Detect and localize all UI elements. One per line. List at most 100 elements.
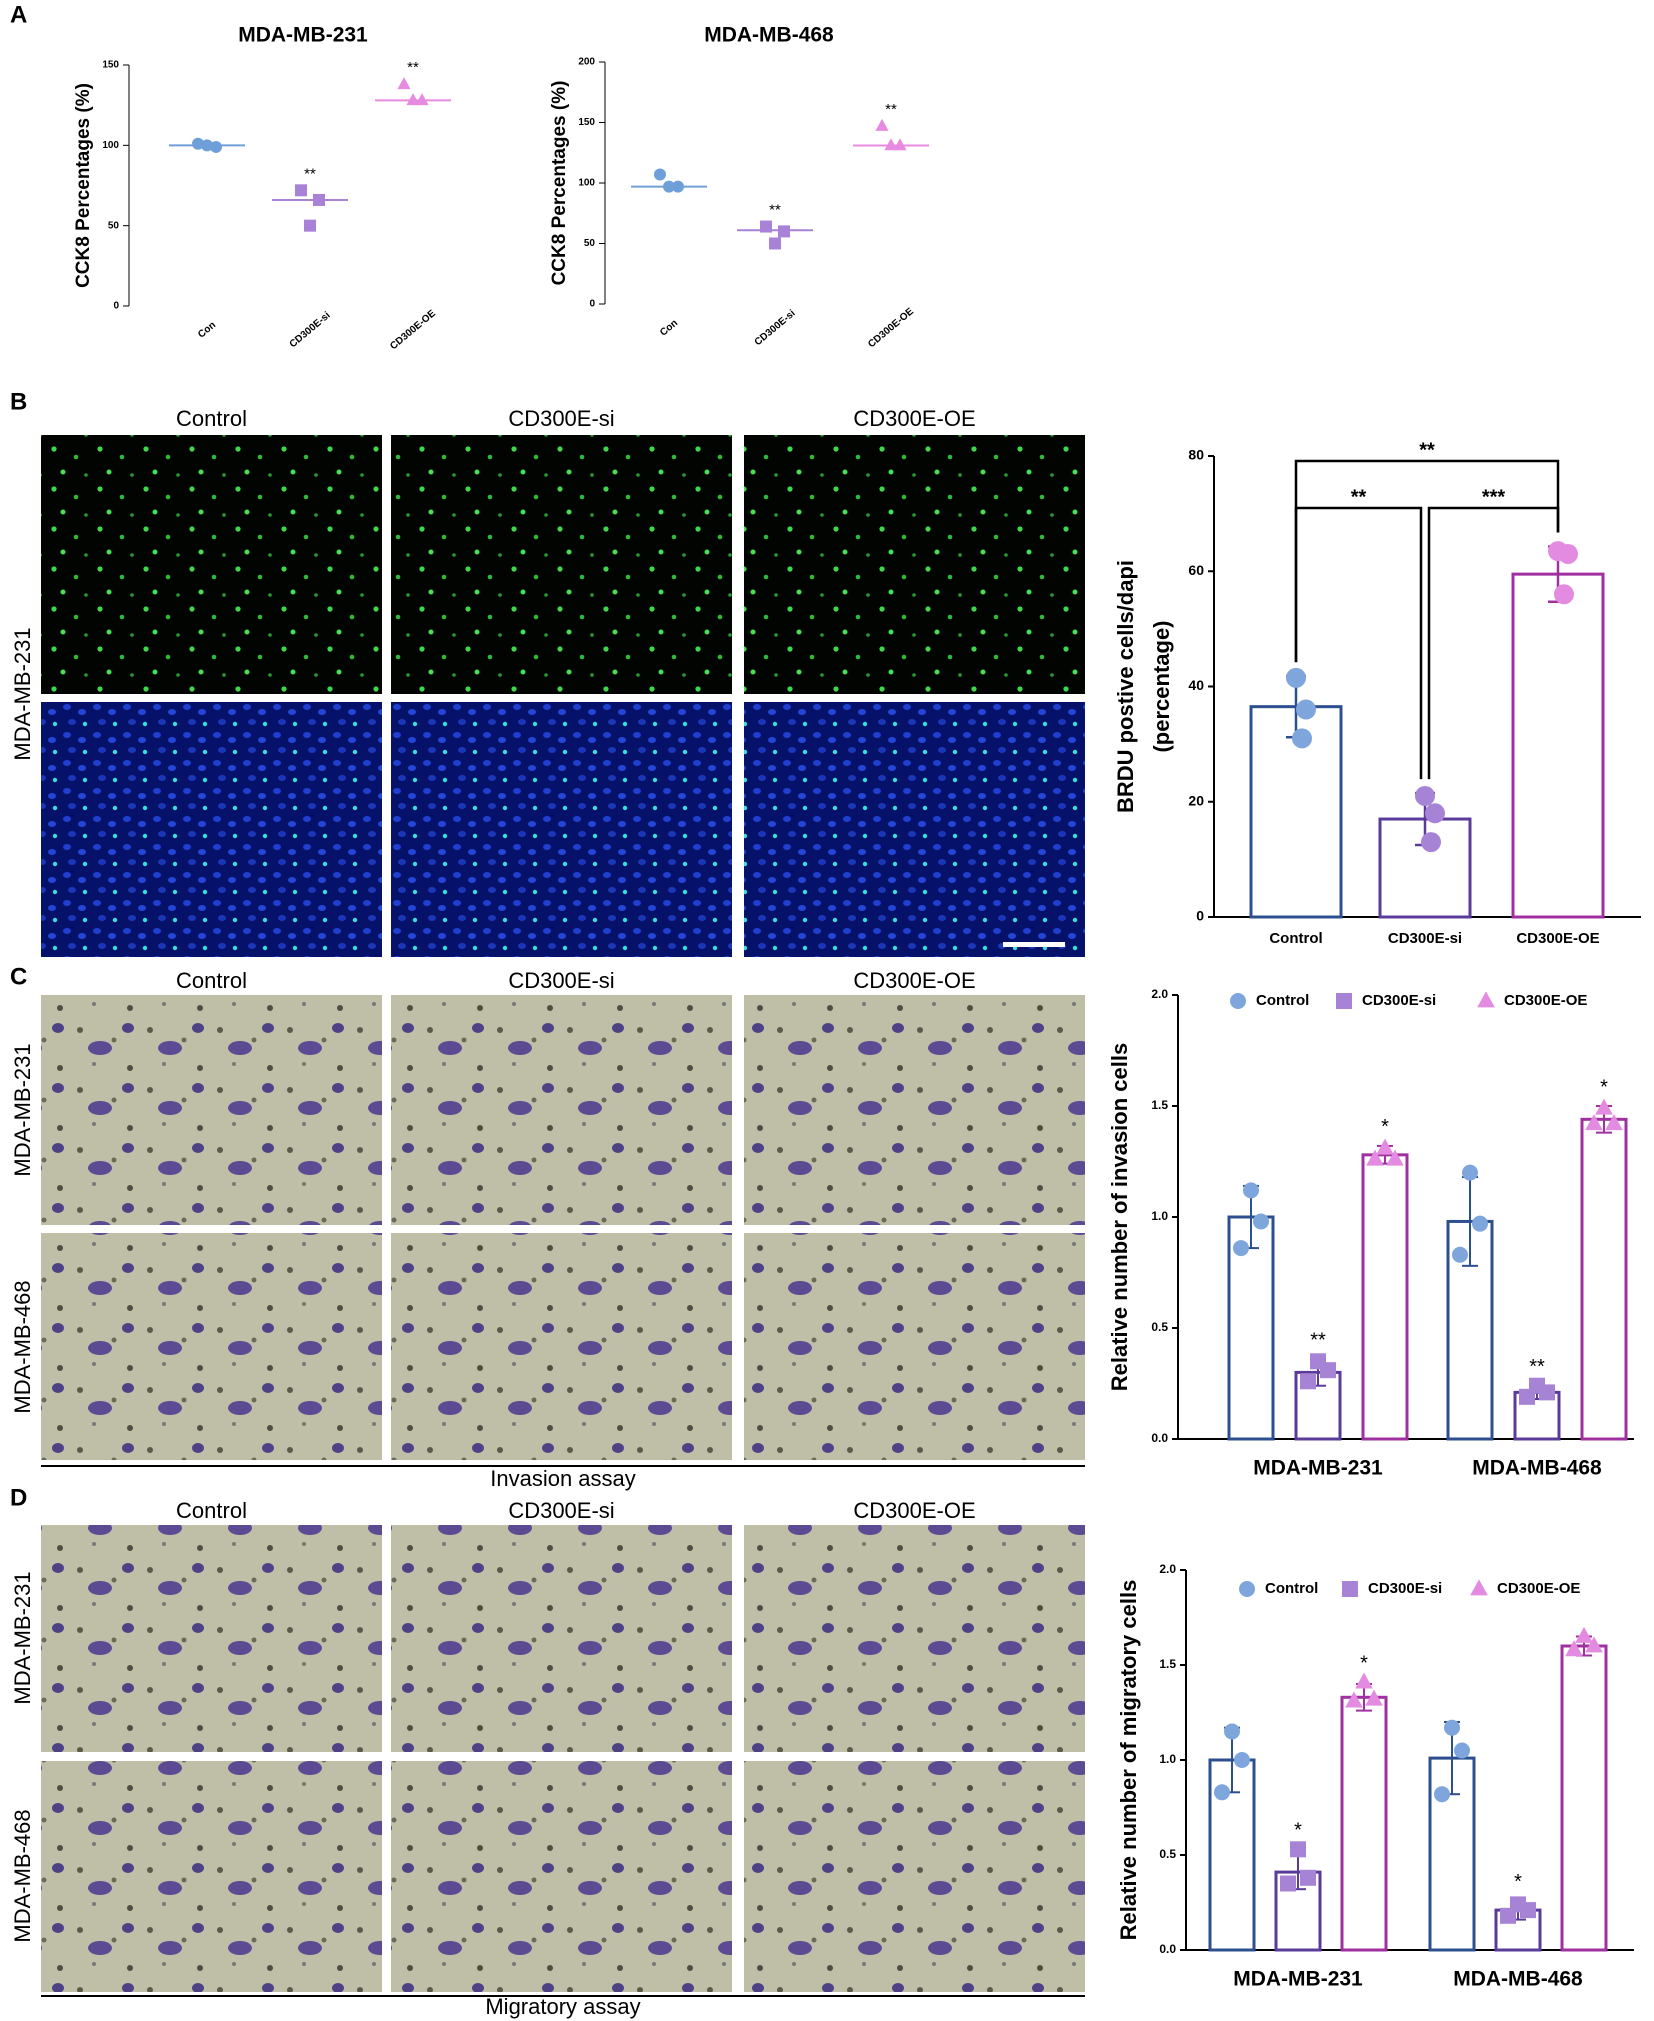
micrograph bbox=[391, 1525, 732, 1752]
y-tick-label: 50 bbox=[108, 220, 120, 231]
legend-label: CD300E-si bbox=[1362, 992, 1436, 1009]
data-point bbox=[760, 220, 772, 233]
data-point bbox=[295, 184, 307, 197]
column-label: CD300E-si bbox=[508, 1498, 614, 1523]
data-point bbox=[1500, 1907, 1516, 1924]
annotation: ** bbox=[769, 202, 781, 219]
micrograph bbox=[41, 1761, 382, 1992]
y-tick-label: 0 bbox=[589, 299, 595, 310]
data-point bbox=[654, 168, 666, 181]
legend-label: CD300E-OE bbox=[1504, 992, 1587, 1009]
data-point bbox=[1292, 728, 1312, 749]
bar bbox=[1378, 817, 1472, 919]
y-tick-label: 2.0 bbox=[1159, 1562, 1176, 1576]
annotation: ** bbox=[1310, 1329, 1326, 1351]
micrograph bbox=[41, 1525, 382, 1752]
x-tick-label: Control bbox=[1269, 930, 1322, 947]
y-axis-label: BRDU postive cells/dapi bbox=[1113, 560, 1138, 813]
micrograph bbox=[744, 702, 1085, 957]
legend-label: Control bbox=[1265, 1580, 1318, 1597]
data-point bbox=[1454, 1742, 1470, 1759]
panel-letter: A bbox=[10, 1, 27, 28]
data-point bbox=[1444, 1719, 1460, 1736]
y-tick-label: 150 bbox=[578, 117, 595, 128]
x-tick-label: MDA-MB-468 bbox=[1453, 1968, 1583, 1991]
legend-label: CD300E-OE bbox=[1497, 1580, 1580, 1597]
data-point bbox=[1585, 1114, 1603, 1131]
y-axis-label: CCK8 Percentages (%) bbox=[549, 81, 570, 286]
panel-letter: C bbox=[10, 963, 27, 990]
y-tick-label: 1.5 bbox=[1159, 1657, 1176, 1671]
data-point bbox=[1320, 1362, 1336, 1379]
annotation: * bbox=[1294, 1820, 1302, 1842]
significance: *** bbox=[1482, 486, 1506, 508]
data-point bbox=[1290, 1841, 1306, 1858]
row-label: MDA-MB-231 bbox=[10, 1043, 35, 1176]
significance: ** bbox=[1351, 486, 1367, 508]
micrograph bbox=[41, 995, 382, 1225]
column-label: Control bbox=[176, 968, 247, 993]
annotation: ** bbox=[885, 101, 897, 118]
y-tick-label: 20 bbox=[1188, 792, 1204, 808]
panel-letter: D bbox=[10, 1484, 27, 1511]
panel-letter: B bbox=[10, 388, 27, 415]
bar bbox=[1580, 1117, 1628, 1441]
y-tick-label: 0.0 bbox=[1159, 1942, 1176, 1956]
data-point bbox=[663, 180, 675, 193]
annotation: * bbox=[1600, 1076, 1608, 1098]
annotation: * bbox=[1381, 1116, 1389, 1138]
micrograph bbox=[744, 1761, 1085, 1992]
data-point bbox=[1234, 1752, 1250, 1768]
y-tick-label: 1.0 bbox=[1159, 1752, 1176, 1766]
data-point bbox=[1434, 1786, 1450, 1803]
micrograph bbox=[391, 435, 732, 694]
y-axis-label: CCK8 Percentages (%) bbox=[73, 83, 94, 288]
data-point bbox=[1366, 1149, 1384, 1166]
data-point bbox=[1386, 1149, 1404, 1166]
micrograph bbox=[41, 435, 382, 694]
data-point bbox=[1280, 1875, 1296, 1892]
bracket bbox=[1427, 506, 1560, 780]
column-label: CD300E-OE bbox=[853, 406, 975, 431]
data-point bbox=[1345, 1691, 1363, 1708]
y-tick-label: 2.0 bbox=[1151, 987, 1168, 1001]
y-axis-label: Relative number of migratory cells bbox=[1116, 1580, 1141, 1941]
bar bbox=[1340, 1695, 1388, 1952]
bar bbox=[1511, 572, 1605, 919]
micrograph bbox=[744, 1233, 1085, 1460]
data-point bbox=[1421, 832, 1441, 853]
data-point bbox=[1539, 1384, 1555, 1401]
data-point bbox=[1472, 1215, 1488, 1232]
row-label: MDA-MB-231 bbox=[10, 627, 35, 760]
chart-title: MDA-MB-468 bbox=[704, 24, 834, 47]
row-label: MDA-MB-468 bbox=[10, 1280, 35, 1413]
data-point bbox=[1300, 1373, 1316, 1390]
data-point bbox=[875, 118, 889, 131]
data-point bbox=[201, 139, 213, 152]
data-point bbox=[1336, 993, 1352, 1009]
data-point bbox=[192, 137, 204, 150]
data-point bbox=[1214, 1784, 1230, 1801]
micrograph bbox=[41, 702, 382, 957]
micrograph bbox=[41, 1233, 382, 1460]
x-tick-label: CD300E-si bbox=[1388, 930, 1462, 947]
y-tick-label: 1.0 bbox=[1151, 1209, 1168, 1223]
y-tick-label: 1.5 bbox=[1151, 1098, 1168, 1112]
data-point bbox=[1452, 1246, 1468, 1263]
caption: Migratory assay bbox=[485, 1994, 640, 2019]
column-label: CD300E-si bbox=[508, 968, 614, 993]
y-tick-label: 0 bbox=[1196, 908, 1204, 924]
data-point bbox=[1462, 1164, 1478, 1181]
data-point bbox=[313, 193, 325, 206]
x-tick-label: MDA-MB-231 bbox=[1253, 1457, 1383, 1480]
data-point bbox=[672, 180, 684, 193]
data-point bbox=[210, 140, 222, 153]
y-tick-label: 40 bbox=[1188, 677, 1204, 693]
chart-title: MDA-MB-231 bbox=[238, 24, 368, 47]
row-label: MDA-MB-468 bbox=[10, 1809, 35, 1942]
annotation: * bbox=[1360, 1652, 1368, 1674]
annotation: ** bbox=[1529, 1356, 1545, 1378]
micrograph bbox=[744, 1525, 1085, 1752]
micrograph bbox=[744, 435, 1085, 694]
